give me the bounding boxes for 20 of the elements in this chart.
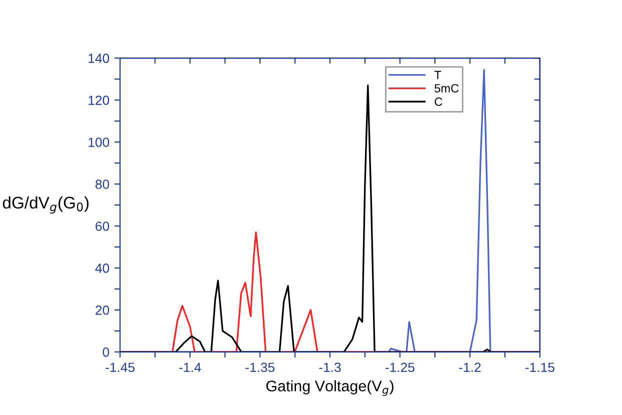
y-tick-label: 40 <box>95 264 110 273</box>
y-tick-label: 60 <box>96 222 110 231</box>
x-tick-label: -1.45 <box>106 362 135 372</box>
x-tick-label: -1.3 <box>319 362 341 372</box>
legend-label: T <box>434 70 442 80</box>
x-tick-label: -1.4 <box>179 362 202 372</box>
legend-label: 5mC <box>434 84 459 93</box>
y-tick-label: 20 <box>96 306 110 315</box>
x-tick-label: -1.25 <box>385 362 414 372</box>
x-tick-label: -1.15 <box>525 362 554 372</box>
x-tick-label: -1.35 <box>246 362 274 372</box>
y-tick-label: 0 <box>102 347 110 357</box>
x-tick-label: -1.2 <box>459 362 481 372</box>
x-axis-title: Gating Voltage(V$_{g}$) <box>266 380 394 396</box>
y-tick-label: 120 <box>88 96 110 105</box>
legend-label: C <box>434 98 442 106</box>
y-tick-label: 80 <box>96 180 110 189</box>
y-tick-label: 100 <box>88 138 110 147</box>
y-tick-label: 140 <box>88 54 110 64</box>
y-axis-title: dG/dV$_{g}$(G$_{0}$) <box>2 196 89 214</box>
